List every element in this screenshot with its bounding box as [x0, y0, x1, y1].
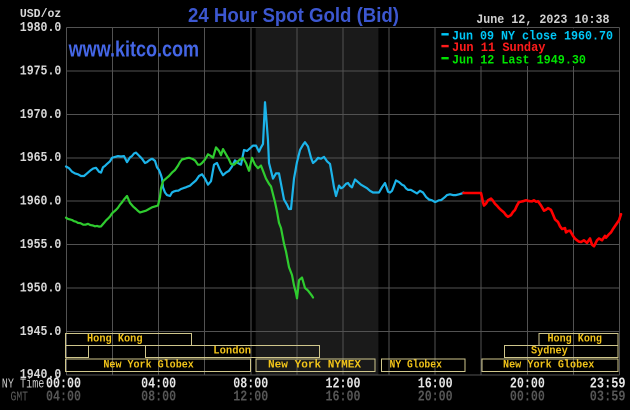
- svg-text:1975.0: 1975.0: [20, 64, 62, 79]
- svg-text:04:00: 04:00: [141, 377, 176, 393]
- svg-text:USD/oz: USD/oz: [20, 7, 61, 21]
- svg-text:GMT: GMT: [11, 390, 29, 405]
- svg-text:12:00: 12:00: [233, 390, 268, 406]
- svg-text:www.kitco.com: www.kitco.com: [68, 37, 199, 62]
- svg-text:1950.0: 1950.0: [20, 281, 62, 296]
- svg-text:1965.0: 1965.0: [20, 151, 62, 166]
- svg-text:Hong Kong: Hong Kong: [548, 333, 603, 345]
- svg-text:1970.0: 1970.0: [20, 108, 62, 123]
- svg-text:NY Globex: NY Globex: [390, 359, 443, 371]
- svg-text:Jun 09 NY close 1960.70: Jun 09 NY close 1960.70: [452, 28, 613, 43]
- svg-text:1980.0: 1980.0: [20, 21, 62, 36]
- svg-text:16:00: 16:00: [418, 377, 453, 393]
- svg-text:1945.0: 1945.0: [20, 325, 62, 340]
- svg-text:03:59: 03:59: [590, 390, 626, 406]
- svg-text:New York Globex: New York Globex: [503, 359, 595, 371]
- svg-text:New York Globex: New York Globex: [103, 359, 194, 371]
- svg-text:London: London: [213, 345, 251, 357]
- svg-text:Jun 12 Last 1949.30: Jun 12 Last 1949.30: [452, 52, 586, 67]
- svg-text:June 12, 2023 10:38: June 12, 2023 10:38: [476, 12, 610, 27]
- svg-text:20:00: 20:00: [418, 390, 453, 406]
- svg-text:Sydney: Sydney: [531, 345, 568, 357]
- svg-text:23:59: 23:59: [590, 377, 626, 393]
- svg-text:20:00: 20:00: [510, 377, 545, 393]
- svg-text:00:00: 00:00: [46, 377, 81, 393]
- svg-text:16:00: 16:00: [326, 390, 361, 406]
- svg-text:1955.0: 1955.0: [20, 238, 62, 253]
- svg-text:12:00: 12:00: [326, 377, 361, 393]
- svg-text:00:00: 00:00: [510, 390, 545, 406]
- svg-text:08:00: 08:00: [141, 390, 176, 406]
- svg-text:1940.0: 1940.0: [20, 368, 62, 383]
- svg-text:08:00: 08:00: [233, 377, 268, 393]
- svg-text:Jun 11 Sunday: Jun 11 Sunday: [452, 40, 546, 55]
- svg-text:04:00: 04:00: [46, 390, 81, 406]
- svg-text:NY Time: NY Time: [2, 377, 45, 392]
- svg-text:New York NYMEX: New York NYMEX: [268, 359, 362, 371]
- svg-text:1960.0: 1960.0: [20, 195, 62, 210]
- svg-text:Hong Kong: Hong Kong: [87, 333, 143, 345]
- svg-text:24 Hour Spot Gold (Bid): 24 Hour Spot Gold (Bid): [188, 4, 399, 27]
